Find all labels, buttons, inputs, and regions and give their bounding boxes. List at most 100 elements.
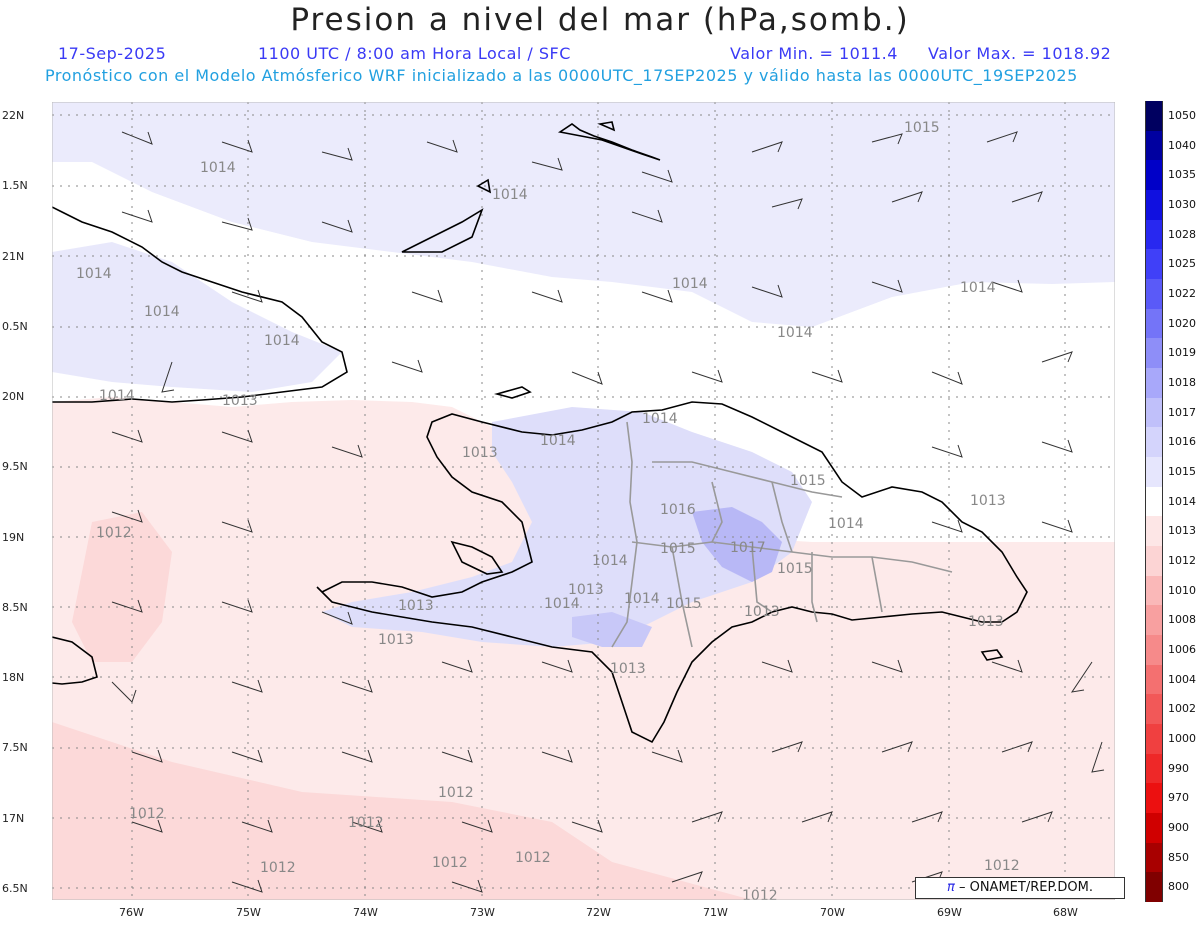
legend-swatch xyxy=(1146,872,1162,903)
contour-label: 1013 xyxy=(744,604,780,620)
contour-label: 1012 xyxy=(129,806,165,822)
high-pressure-area xyxy=(322,407,812,647)
contour-label: 1013 xyxy=(462,445,498,461)
contour-label: 1014 xyxy=(144,304,180,320)
legend-swatch xyxy=(1146,338,1162,369)
legend-label: 1018 xyxy=(1168,375,1196,389)
contour-label: 1015 xyxy=(660,541,696,557)
lon-label: 68W xyxy=(1053,906,1078,919)
legend-swatch xyxy=(1146,813,1162,844)
contour-label: 1012 xyxy=(260,860,296,876)
contour-label: 1014 xyxy=(264,333,300,349)
legend-swatch xyxy=(1146,842,1162,873)
legend-label: 1004 xyxy=(1168,672,1196,686)
legend-label: 1022 xyxy=(1168,286,1196,300)
lon-label: 69W xyxy=(937,906,962,919)
legend-swatch xyxy=(1146,427,1162,458)
pi-logo-icon: π xyxy=(947,880,955,895)
provincial-boundaries xyxy=(611,421,953,648)
jamaica-coastline xyxy=(52,636,98,685)
legend-label: 1008 xyxy=(1168,613,1196,627)
contour-label: 1013 xyxy=(398,598,434,614)
contour-label: 1015 xyxy=(777,561,813,577)
turks-caicos-coastline xyxy=(557,123,661,161)
legend-swatch xyxy=(1146,783,1162,814)
contour-label: 1014 xyxy=(200,160,236,176)
legend-swatch xyxy=(1146,664,1162,695)
legend-swatch xyxy=(1146,101,1162,132)
contour-label: 1014 xyxy=(76,266,112,282)
legend-label: 850 xyxy=(1168,850,1189,864)
lon-label: 72W xyxy=(586,906,611,919)
contour-label: 1012 xyxy=(348,815,384,831)
contour-label: 1014 xyxy=(960,280,996,296)
lat-label: 1.5N xyxy=(2,179,28,192)
credit-box: π – ONAMET/REP.DOM. xyxy=(915,877,1125,899)
legend-swatch xyxy=(1146,308,1162,339)
legend-label: 1000 xyxy=(1168,731,1196,745)
high-pressure-area xyxy=(52,102,1115,327)
legend-label: 1030 xyxy=(1168,197,1196,211)
contour-label: 1012 xyxy=(438,785,474,801)
contour-label: 1013 xyxy=(378,632,414,648)
contour-label: 1017 xyxy=(730,540,766,556)
contour-label: 1015 xyxy=(904,120,940,136)
legend-label: 1040 xyxy=(1168,138,1196,152)
contour-label: 1014 xyxy=(544,596,580,612)
lat-label: 9.5N xyxy=(2,460,28,473)
lat-label: 22N xyxy=(2,109,25,122)
low-pressure-patch xyxy=(52,722,752,900)
legend-label: 800 xyxy=(1168,880,1189,894)
grid-lines xyxy=(52,102,1115,900)
lon-label: 76W xyxy=(119,906,144,919)
contour-label: 1013 xyxy=(970,493,1006,509)
low-pressure-patch xyxy=(72,512,172,662)
legend-label: 1035 xyxy=(1168,168,1196,182)
contour-label: 1016 xyxy=(660,502,696,518)
legend-swatch xyxy=(1146,753,1162,784)
contour-label: 1012 xyxy=(432,855,468,871)
wind-barbs xyxy=(111,131,1105,893)
lat-label: 6.5N xyxy=(2,882,28,895)
legend-swatch xyxy=(1146,190,1162,221)
contour-label: 1013 xyxy=(222,393,258,409)
legend-swatch xyxy=(1146,397,1162,428)
legend-label: 1050 xyxy=(1168,108,1196,122)
legend-swatch xyxy=(1146,457,1162,488)
legend-label: 1017 xyxy=(1168,405,1196,419)
color-legend xyxy=(1145,101,1163,903)
legend-label: 1012 xyxy=(1168,553,1196,567)
forecast-date: 17-Sep-2025 xyxy=(58,44,167,63)
map-title: Presion a nivel del mar (hPa,somb.) xyxy=(290,2,910,38)
contour-label: 1013 xyxy=(610,661,646,677)
legend-swatch xyxy=(1146,368,1162,399)
legend-label: 970 xyxy=(1168,791,1189,805)
legend-label: 1002 xyxy=(1168,702,1196,716)
max-value: Valor Max. = 1018.92 xyxy=(928,44,1112,63)
contour-label: 1014 xyxy=(777,325,813,341)
legend-label: 1019 xyxy=(1168,346,1196,360)
legend-swatch xyxy=(1146,160,1162,191)
lat-label: 17N xyxy=(2,812,25,825)
legend-swatch xyxy=(1146,130,1162,161)
legend-label: 1028 xyxy=(1168,227,1196,241)
contour-label: 1013 xyxy=(568,582,604,598)
contour-label: 1012 xyxy=(96,525,132,541)
high-pressure-area xyxy=(52,242,342,392)
contour-label: 1012 xyxy=(742,888,778,900)
legend-swatch xyxy=(1146,694,1162,725)
lon-label: 71W xyxy=(703,906,728,919)
lat-label: 8.5N xyxy=(2,601,28,614)
contour-label: 1014 xyxy=(592,553,628,569)
contour-label: 1014 xyxy=(642,411,678,427)
legend-label: 900 xyxy=(1168,820,1189,834)
legend-swatch xyxy=(1146,546,1162,577)
forecast-description: Pronóstico con el Modelo Atmósferico WRF… xyxy=(45,66,1078,85)
legend-label: 1010 xyxy=(1168,583,1196,597)
inagua-coastline xyxy=(401,208,484,253)
islet-coastline xyxy=(597,121,616,132)
legend-label: 990 xyxy=(1168,761,1189,775)
legend-swatch xyxy=(1146,724,1162,755)
islet-coastline xyxy=(476,178,492,194)
lon-label: 74W xyxy=(353,906,378,919)
